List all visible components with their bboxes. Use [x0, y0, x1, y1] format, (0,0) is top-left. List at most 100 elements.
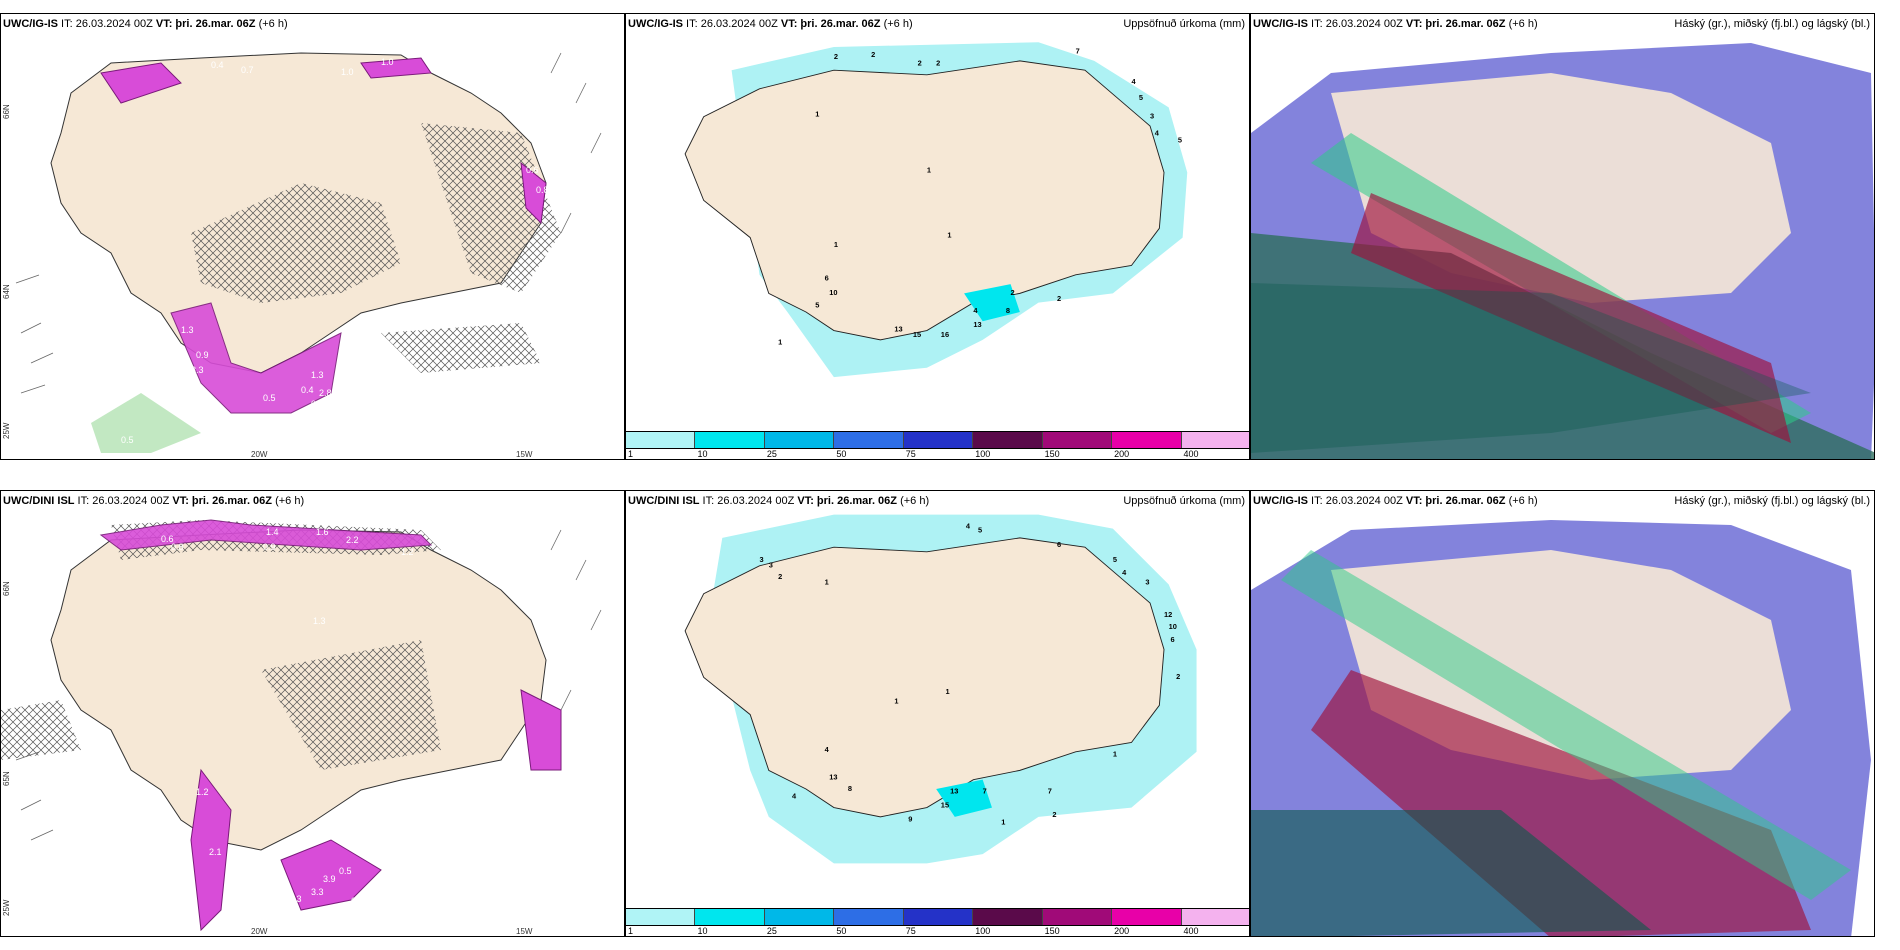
svg-text:3.3: 3.3	[311, 887, 324, 897]
svg-text:13: 13	[973, 320, 981, 329]
svg-text:20W: 20W	[251, 450, 268, 459]
panel-variable: Uppsöfnuð úrkoma (mm)	[1123, 18, 1245, 30]
colorbar-swatch	[903, 432, 974, 448]
svg-text:4: 4	[1131, 77, 1136, 86]
svg-text:0.3: 0.3	[441, 804, 454, 814]
colorbar-swatch	[1181, 909, 1249, 925]
colorbar-tick-label: 25	[766, 926, 777, 936]
svg-text:13: 13	[829, 773, 837, 782]
svg-text:0.6: 0.6	[161, 534, 174, 544]
svg-text:1: 1	[834, 240, 838, 249]
svg-text:10: 10	[829, 288, 837, 297]
svg-text:2.8: 2.8	[319, 388, 332, 398]
svg-text:1: 1	[1001, 817, 1005, 826]
colorbar-tick-label: 75	[905, 449, 916, 459]
colorbar-swatch	[973, 432, 1043, 448]
svg-text:0.5: 0.5	[339, 866, 352, 876]
svg-text:1.1: 1.1	[236, 415, 249, 425]
colorbar-swatch	[1181, 432, 1249, 448]
svg-text:15: 15	[913, 330, 921, 339]
svg-text:1.2: 1.2	[401, 547, 414, 557]
colorbar-swatch	[626, 432, 696, 448]
svg-text:7: 7	[983, 787, 987, 796]
svg-text:3.3: 3.3	[289, 894, 302, 904]
svg-text:3: 3	[1150, 112, 1154, 121]
colorbar-tick-label: 50	[836, 449, 847, 459]
svg-text:1.3: 1.3	[311, 370, 324, 380]
svg-text:13: 13	[950, 787, 958, 796]
svg-text:9: 9	[908, 815, 912, 824]
snow-wind-map: 0.4 0.7 1.0 1.0 0.6 0.8 1.3 0.9 0.4 0.5 …	[2, 52, 602, 459]
colorbar-tick-label: 200	[1114, 449, 1130, 459]
svg-text:4: 4	[1155, 128, 1160, 137]
svg-text:5: 5	[815, 300, 819, 309]
svg-text:8: 8	[1006, 306, 1010, 315]
svg-text:0.4: 0.4	[341, 370, 354, 380]
colorbar-swatch	[1042, 909, 1113, 925]
colorbar-swatch	[1112, 909, 1182, 925]
panel-precip-igis: UWC/IG-IS IT: 26.03.2024 00Z VT: þri. 26…	[625, 13, 1250, 460]
svg-text:0.4: 0.4	[211, 60, 224, 70]
panel-wind-snow-dini: UWC/DINI ISL IT: 26.03.2024 00Z VT: þri.…	[0, 490, 625, 937]
colorbar-swatch	[834, 909, 904, 925]
svg-text:1.6: 1.6	[316, 527, 329, 537]
svg-text:0.9: 0.9	[196, 350, 209, 360]
colorbar-tick-label: 1	[628, 926, 634, 936]
svg-text:12: 12	[1164, 610, 1172, 619]
colorbar-swatch	[626, 909, 696, 925]
svg-text:2: 2	[918, 59, 922, 68]
colorbar-tick-label: 200	[1114, 926, 1130, 936]
colorbar-swatch	[834, 432, 904, 448]
svg-text:15W: 15W	[516, 927, 533, 936]
svg-text:1: 1	[947, 231, 951, 240]
svg-text:10: 10	[1169, 622, 1177, 631]
svg-text:13: 13	[894, 325, 902, 334]
colorbar-tick-label: 10	[697, 926, 708, 936]
svg-text:3.3: 3.3	[191, 365, 204, 375]
svg-text:2: 2	[1052, 810, 1056, 819]
colorbar-tick-label: 1	[628, 449, 634, 459]
svg-text:2: 2	[1176, 672, 1180, 681]
svg-text:1: 1	[825, 577, 829, 586]
svg-text:1: 1	[894, 696, 898, 705]
clouds-map	[1251, 510, 1874, 936]
svg-text:5: 5	[1113, 555, 1117, 564]
svg-text:7: 7	[1048, 787, 1052, 796]
colorbar-tick-label: 100	[975, 449, 991, 459]
svg-text:6: 6	[825, 273, 829, 282]
svg-text:3: 3	[1145, 577, 1149, 586]
colorbar-tick-label: 10	[697, 449, 708, 459]
precip-colorbar: 1 10 25 50 75 100 150 200 400	[626, 906, 1249, 936]
snow-wind-map: 0.6 1.4 1.6 2.2 0.8 0.9 1.2 1.3 0.3 1.2 …	[1, 519, 602, 936]
colorbar-swatch	[1112, 432, 1182, 448]
colorbar-tick-label: 150	[1044, 926, 1060, 936]
colorbar-tick-label: 50	[836, 926, 847, 936]
svg-text:4: 4	[966, 522, 971, 531]
colorbar-tick-label: 400	[1183, 926, 1199, 936]
svg-text:65N: 65N	[2, 771, 11, 786]
svg-text:3.9: 3.9	[323, 874, 336, 884]
colorbar-swatch	[1042, 432, 1113, 448]
colorbar-tick-label: 75	[905, 926, 916, 936]
panel-title: UWC/DINI ISL IT: 26.03.2024 00Z VT: þri.…	[3, 495, 305, 507]
svg-text:64N: 64N	[2, 284, 11, 299]
svg-text:0.8: 0.8	[171, 542, 184, 552]
svg-text:2: 2	[936, 59, 940, 68]
svg-text:2: 2	[1011, 288, 1015, 297]
panel-title: UWC/IG-IS IT: 26.03.2024 00Z VT: þri. 26…	[1253, 18, 1538, 30]
svg-text:0.6: 0.6	[526, 165, 539, 175]
svg-text:1.2: 1.2	[196, 787, 209, 797]
panel-title: UWC/DINI ISL IT: 26.03.2024 00Z VT: þri.…	[628, 495, 930, 507]
colorbar-swatch	[695, 909, 765, 925]
svg-text:0.8: 0.8	[351, 896, 364, 906]
svg-text:4: 4	[1122, 568, 1127, 577]
svg-text:66N: 66N	[2, 581, 11, 596]
svg-text:1.3: 1.3	[211, 420, 224, 430]
colorbar-swatch	[903, 909, 974, 925]
svg-text:0.3: 0.3	[446, 832, 459, 842]
colorbar-tick-label: 25	[766, 449, 777, 459]
svg-text:16: 16	[941, 330, 949, 339]
svg-text:5: 5	[1139, 93, 1143, 102]
svg-text:6: 6	[1171, 635, 1175, 644]
svg-text:0.8: 0.8	[536, 185, 549, 195]
